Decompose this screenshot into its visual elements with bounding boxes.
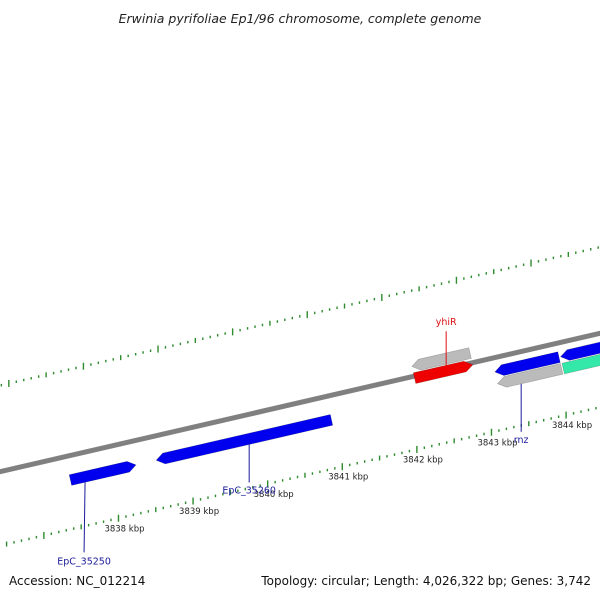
- gene-g4[interactable]: [412, 360, 474, 384]
- gene-g1[interactable]: [68, 461, 137, 486]
- backbone: [0, 330, 600, 475]
- leader-line-g1: [83, 482, 86, 553]
- scale-ticks: 3838 kbp 3839 kbp 3840 kbp 3841 kbp 3842 kbp…: [0, 246, 599, 547]
- gene-label-g1[interactable]: EpC_35250: [57, 556, 111, 567]
- tick-label: 3843 kbp: [477, 438, 517, 448]
- tick-label: 3839 kbp: [179, 507, 219, 517]
- gene-features: [68, 303, 600, 486]
- backbone-line: [0, 330, 600, 475]
- map-title: Erwinia pyrifoliae Ep1/96 chromosome, co…: [119, 11, 482, 26]
- tick-label: 3838 kbp: [104, 524, 144, 534]
- gene-label-g6[interactable]: rnz: [514, 435, 529, 446]
- gene-g7[interactable]: [559, 303, 600, 361]
- genome-summary-text: Topology: circular; Length: 4,026,322 bp…: [261, 574, 591, 588]
- tick-label: 3841 kbp: [328, 473, 368, 483]
- gene-label-g4[interactable]: yhiR: [436, 317, 457, 328]
- gene-label-g2[interactable]: EpC_35260: [222, 486, 276, 497]
- gene-g3[interactable]: [411, 347, 472, 371]
- tick-label: 3844 kbp: [552, 421, 592, 431]
- gene-g5[interactable]: [494, 351, 561, 376]
- accession-text: Accession: NC_012214: [9, 574, 146, 588]
- gene-g2[interactable]: [155, 414, 334, 465]
- tick-label: 3840 kbp: [254, 490, 294, 500]
- gene-g8[interactable]: [561, 317, 600, 375]
- tick-label: 3842 kbp: [403, 455, 443, 465]
- gene-g6[interactable]: [497, 363, 564, 388]
